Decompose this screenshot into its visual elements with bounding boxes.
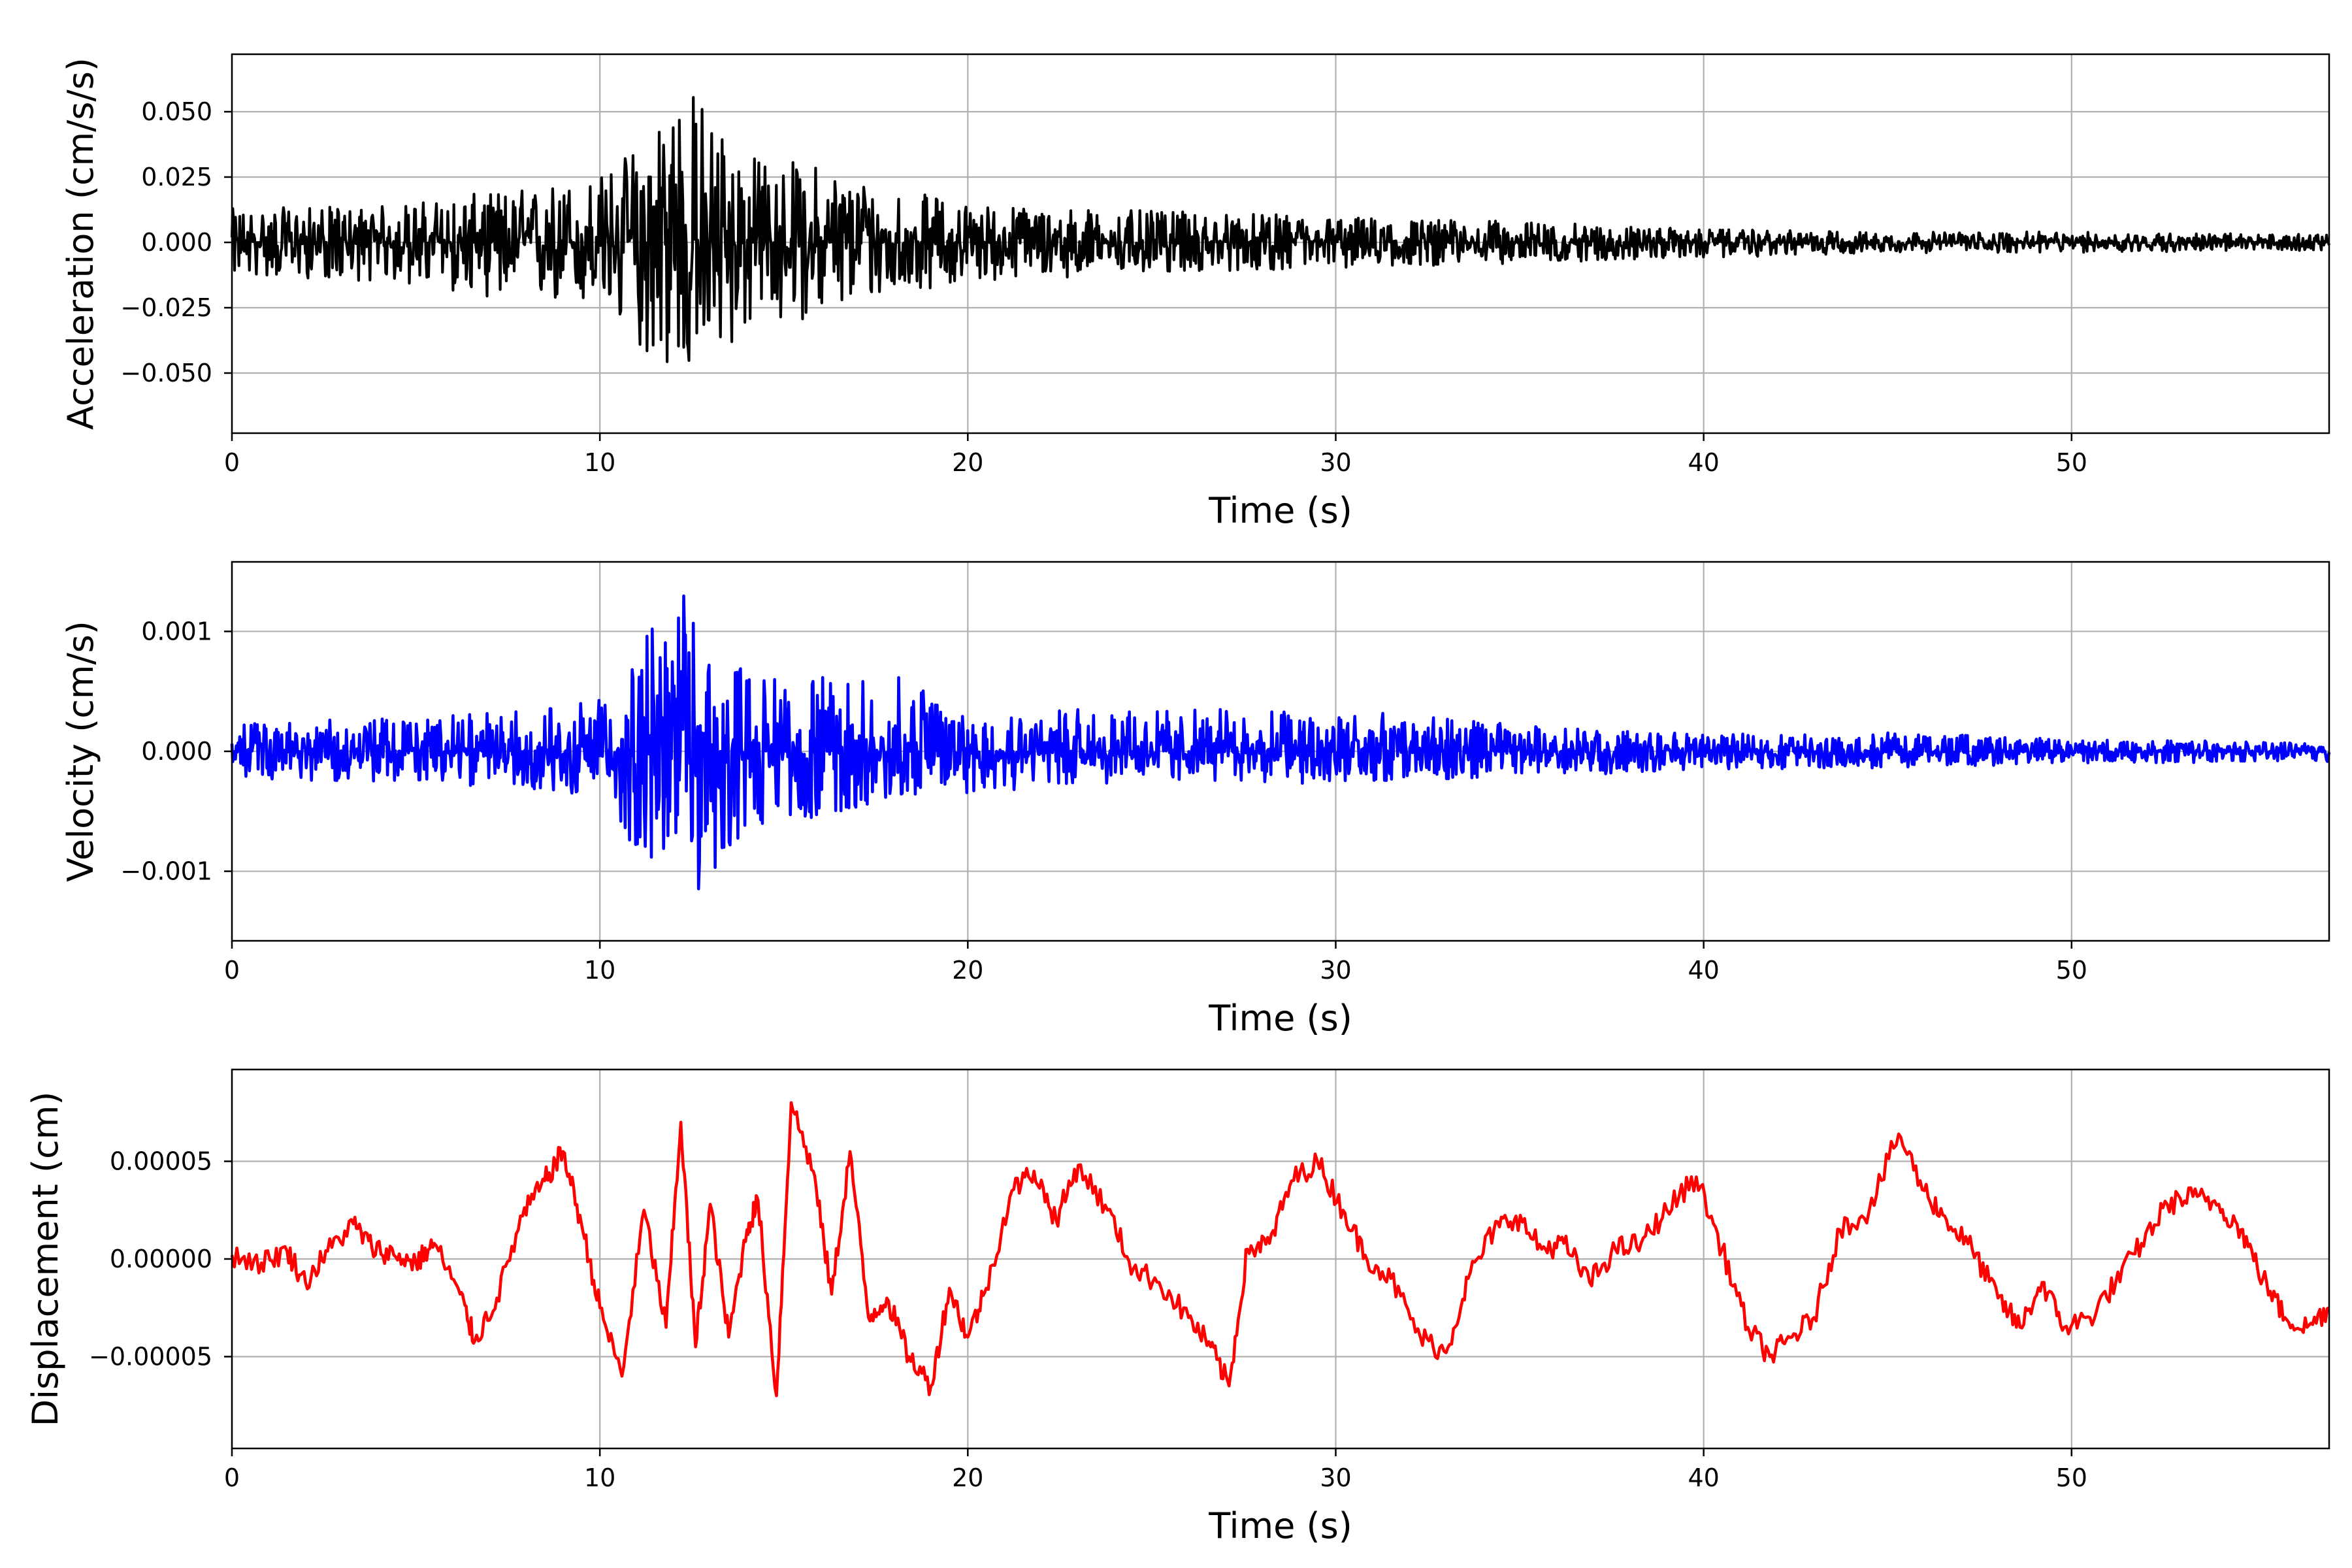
- displacement-panel: 0 10 20 30 40 50 −0.00005 0.00000 0.00005 Time (s…: [25, 1068, 2330, 1546]
- acceleration-series-line: [230, 96, 2331, 363]
- velocity-panel: 0 10 20 30 40 50 −0.001 0.000 0.001 Time (s) Veloc…: [60, 561, 2331, 1039]
- x-tick-label: 10: [584, 956, 615, 985]
- x-tick-label: 40: [1688, 448, 1719, 477]
- x-tick-label: 10: [584, 448, 615, 477]
- acceleration-x-axis-label: Time (s): [1208, 490, 1352, 531]
- x-tick-label: 20: [952, 1463, 983, 1492]
- x-tick-label: 50: [2056, 448, 2087, 477]
- x-tick-label: 40: [1688, 1463, 1719, 1492]
- x-tick-label: 0: [224, 448, 240, 477]
- x-tick-label: 20: [952, 956, 983, 985]
- displacement-y-axis-label: Displacement (cm): [25, 1092, 66, 1427]
- acceleration-panel: 0 10 20 30 40 50 −0.050 −0.025 0.000 0.025 0.050 Ti…: [60, 53, 2331, 531]
- y-tick-label: 0.001: [141, 617, 212, 645]
- y-tick-label: 0.000: [141, 737, 212, 766]
- x-tick-label: 10: [584, 1463, 615, 1492]
- acceleration-y-axis-label: Acceleration (cm/s/s): [60, 57, 101, 430]
- displacement-x-axis-label: Time (s): [1208, 1505, 1352, 1546]
- y-tick-label: 0.025: [141, 163, 212, 191]
- acceleration-plot-frame: [231, 53, 2330, 434]
- x-tick-label: 0: [224, 956, 240, 985]
- y-tick-label: −0.025: [120, 293, 212, 322]
- x-tick-label: 30: [1320, 1463, 1351, 1492]
- x-tick-label: 30: [1320, 448, 1351, 477]
- x-tick-label: 40: [1688, 956, 1719, 985]
- velocity-y-axis-label: Velocity (cm/s): [60, 621, 101, 882]
- y-tick-label: 0.050: [141, 97, 212, 126]
- y-tick-label: −0.001: [120, 857, 212, 886]
- y-tick-label: 0.00000: [110, 1245, 212, 1273]
- displacement-series-line: [230, 1101, 2330, 1397]
- velocity-series-line: [230, 594, 2331, 890]
- y-tick-label: 0.00005: [110, 1147, 212, 1176]
- x-tick-label: 50: [2056, 956, 2087, 985]
- x-tick-label: 30: [1320, 956, 1351, 985]
- x-tick-label: 20: [952, 448, 983, 477]
- y-tick-label: −0.050: [120, 359, 212, 387]
- x-tick-label: 50: [2056, 1463, 2087, 1492]
- y-tick-label: −0.00005: [89, 1342, 212, 1371]
- y-tick-label: 0.000: [141, 228, 212, 257]
- x-tick-label: 0: [224, 1463, 240, 1492]
- velocity-x-axis-label: Time (s): [1208, 998, 1352, 1039]
